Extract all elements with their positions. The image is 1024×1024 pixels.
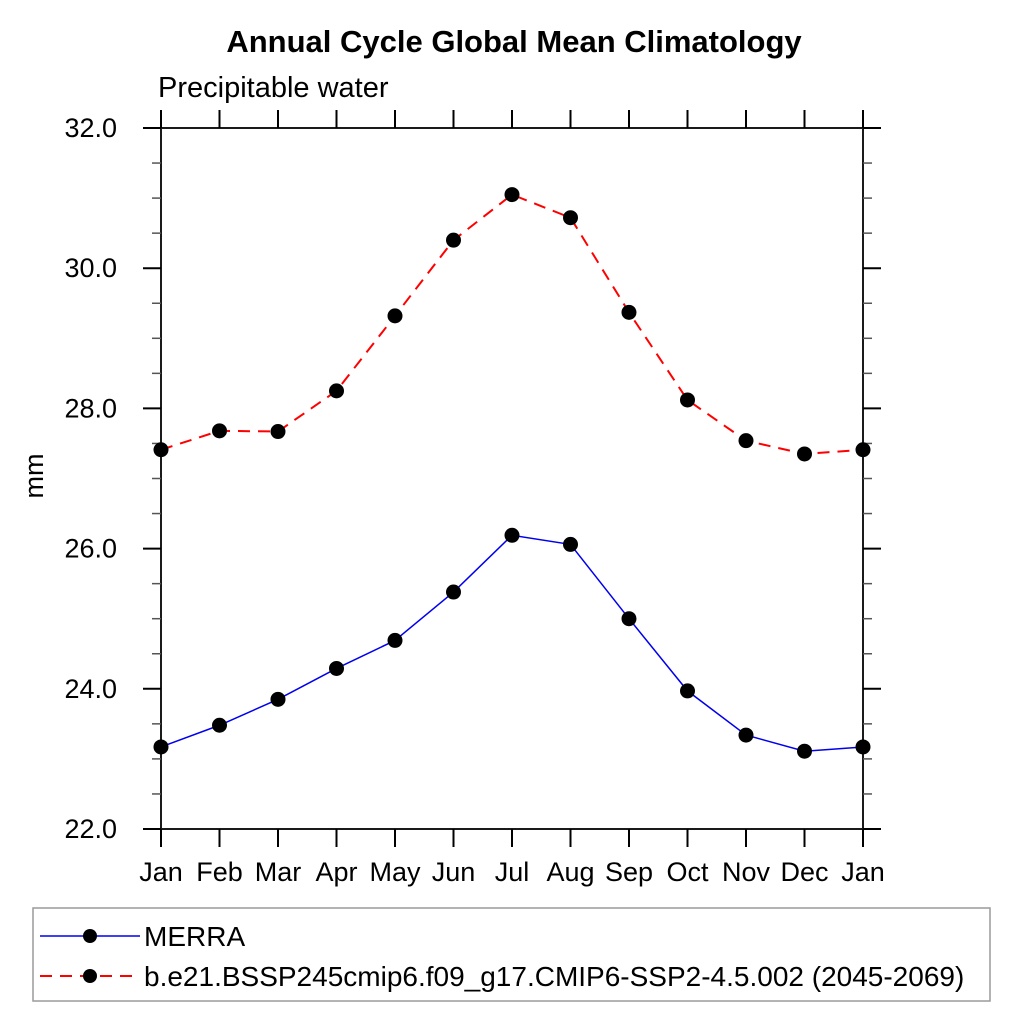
y-tick-label: 28.0: [64, 393, 117, 423]
x-tick-label: Dec: [780, 857, 828, 887]
x-tick-label: Oct: [666, 857, 709, 887]
y-tick-label: 26.0: [64, 534, 117, 564]
plot-frame: [160, 127, 864, 830]
y-tick-label: 30.0: [64, 253, 117, 283]
x-tick-label: Jul: [495, 857, 530, 887]
data-point-marker: [504, 187, 520, 203]
series-line-model: [160, 193, 864, 455]
data-point-marker: [855, 739, 871, 755]
chart-title: Annual Cycle Global Mean Climatology: [226, 24, 802, 59]
x-tick-label: Feb: [196, 857, 243, 887]
data-point-marker: [797, 743, 812, 759]
y-tick-label: 24.0: [64, 674, 117, 704]
legend-label: b.e21.BSSP245cmip6.f09_g17.CMIP6-SSP2-4.…: [144, 961, 964, 992]
data-point-marker: [270, 424, 286, 440]
data-point-marker: [738, 433, 754, 449]
series-line-merra: [160, 534, 864, 752]
data-point-marker: [446, 584, 461, 600]
data-point-marker: [855, 442, 871, 458]
data-point-marker: [563, 210, 578, 226]
data-series: [153, 187, 871, 759]
y-tick-label: 32.0: [64, 113, 117, 143]
data-point-marker: [270, 691, 286, 707]
legend-marker: [83, 929, 97, 943]
x-tick-label: Jun: [432, 857, 476, 887]
data-point-marker: [329, 383, 344, 399]
y-axis-title: mm: [19, 454, 49, 499]
x-tick-label: Sep: [605, 857, 653, 887]
data-point-marker: [212, 423, 227, 439]
data-point-marker: [621, 611, 637, 627]
data-point-marker: [153, 442, 169, 458]
data-point-marker: [329, 660, 344, 676]
x-tick-label: Jan: [841, 857, 885, 887]
x-tick-label: Nov: [722, 857, 771, 887]
legend-items: MERRA b.e21.BSSP245cmip6.f09_g17.CMIP6-SS…: [40, 921, 964, 992]
data-point-marker: [738, 727, 754, 743]
data-point-marker: [153, 739, 169, 755]
data-point-marker: [563, 536, 578, 552]
data-point-marker: [680, 683, 695, 699]
y-axis-ticks: 22.0 24.0 26.0 28.0 30.0 32.0: [64, 113, 881, 844]
legend-label: MERRA: [144, 921, 245, 952]
data-point-marker: [621, 304, 637, 320]
legend: MERRA b.e21.BSSP245cmip6.f09_g17.CMIP6-SS…: [32, 907, 991, 1002]
x-tick-label: May: [369, 857, 421, 887]
x-tick-label: Mar: [255, 857, 302, 887]
x-tick-label: Jan: [139, 857, 183, 887]
chart-subtitle: Precipitable water: [158, 72, 389, 104]
x-tick-label: Aug: [546, 857, 594, 887]
x-axis-ticks: Jan Feb Mar Apr May Jun Jul Aug Sep Oct Nov Dec Jan: [139, 110, 885, 887]
legend-marker: [83, 969, 97, 983]
x-tick-label: Apr: [315, 857, 357, 887]
data-point-marker: [446, 232, 461, 248]
data-point-marker: [504, 527, 520, 543]
y-tick-label: 22.0: [64, 814, 117, 844]
data-point-marker: [212, 717, 227, 733]
data-point-marker: [797, 446, 812, 462]
data-point-marker: [680, 392, 695, 408]
data-point-marker: [387, 632, 403, 648]
data-point-marker: [387, 308, 403, 324]
legend-box: [32, 907, 991, 1002]
